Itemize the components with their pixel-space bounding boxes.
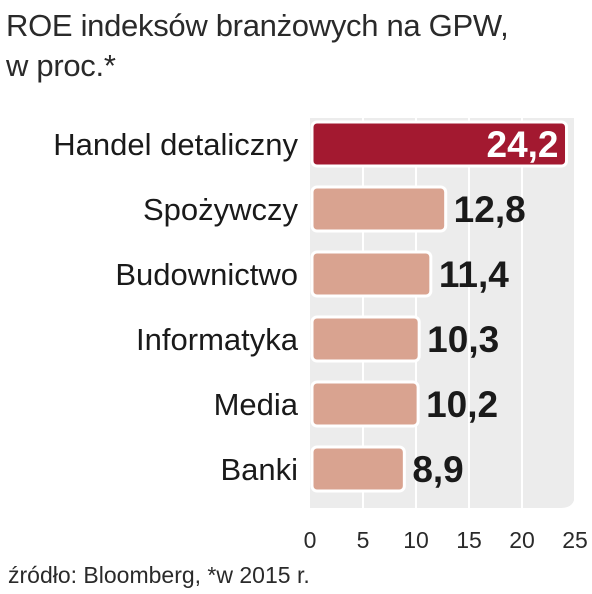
value-label-4: 10,2: [426, 384, 498, 425]
category-label-0: Handel detaliczny: [53, 127, 298, 162]
x-tick-label-3: 15: [456, 527, 482, 553]
value-label-1: 12,8: [454, 189, 526, 230]
value-label-3: 10,3: [427, 319, 499, 360]
bar-3: [310, 315, 421, 363]
x-tick-label-0: 0: [304, 527, 317, 553]
bar-1: [310, 185, 448, 233]
chart-title: ROE indeksów branżowych na GPW, w proc.*: [6, 6, 586, 86]
title-line-1: ROE indeksów branżowych na GPW,: [6, 8, 509, 43]
x-tick-label-5: 25: [562, 527, 588, 553]
value-label-0: 24,2: [487, 124, 559, 165]
x-tick-label-2: 10: [403, 527, 429, 553]
category-label-5: Banki: [220, 452, 298, 487]
bar-2: [310, 250, 433, 298]
bar-0: [310, 120, 569, 168]
x-tick-label-1: 5: [357, 527, 370, 553]
category-label-2: Budownictwo: [115, 257, 298, 292]
category-label-4: Media: [214, 387, 299, 422]
bar-4: [310, 380, 420, 428]
x-tick-label-4: 20: [509, 527, 535, 553]
value-label-5: 8,9: [412, 449, 463, 490]
source-note: źródło: Bloomberg, *w 2015 r.: [8, 562, 310, 588]
category-label-3: Informatyka: [136, 322, 299, 357]
category-label-1: Spożywczy: [143, 192, 299, 227]
value-label-2: 11,4: [439, 254, 509, 295]
title-line-2: w proc.*: [6, 48, 116, 83]
bar-5: [310, 445, 406, 493]
